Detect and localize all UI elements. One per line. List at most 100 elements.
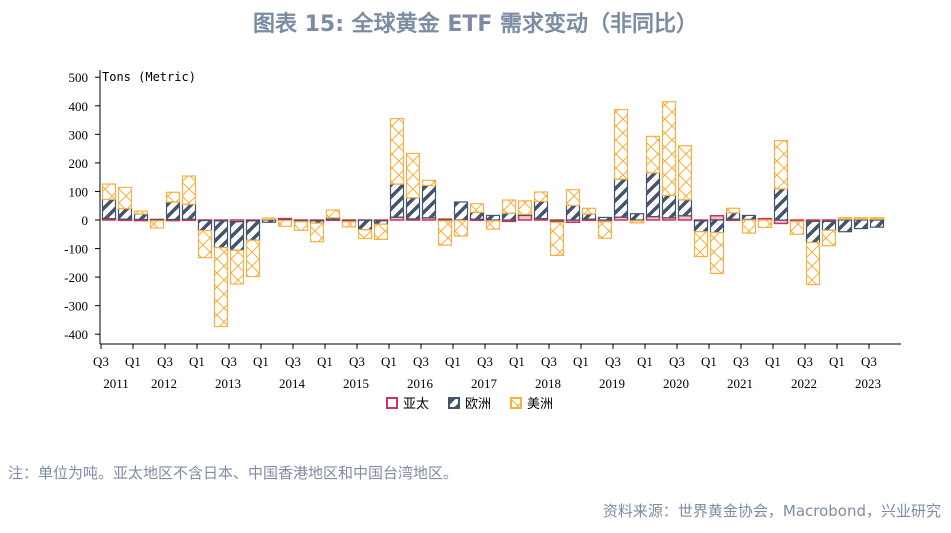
x-tick-label: Q1 — [765, 354, 781, 369]
europe-bar — [389, 183, 405, 218]
x-year-label: 2013 — [215, 376, 241, 391]
europe-bar — [485, 214, 501, 221]
americas-bar — [293, 221, 309, 231]
europe-bar — [661, 194, 677, 219]
europe-bar — [453, 201, 469, 221]
x-year-label: 2018 — [535, 376, 561, 391]
americas-bar — [325, 209, 341, 219]
x-year-label: 2019 — [599, 376, 625, 391]
europe-bar — [693, 220, 709, 233]
x-year-label: 2021 — [727, 376, 753, 391]
americas-bar — [821, 229, 837, 247]
americas-bar — [101, 183, 117, 201]
x-tick-label: Q3 — [733, 354, 749, 369]
americas-bar — [725, 207, 741, 214]
europe-bar — [405, 197, 421, 220]
legend-swatch-americas — [510, 397, 522, 409]
americas-bar — [645, 135, 661, 174]
americas-bar — [309, 222, 325, 243]
americas-bar — [549, 221, 565, 257]
y-tick-label: 200 — [69, 156, 89, 171]
americas-bar — [373, 223, 389, 241]
y-tick-label: 300 — [69, 127, 89, 142]
americas-bar — [501, 199, 517, 214]
x-tick-label: Q1 — [253, 354, 269, 369]
europe-bar — [677, 199, 693, 217]
americas-bar — [165, 191, 181, 203]
europe-bar — [245, 220, 261, 241]
europe-bar — [581, 213, 597, 220]
y-tick-label: 400 — [69, 99, 89, 114]
x-tick-label: Q1 — [509, 354, 525, 369]
americas-bar — [581, 207, 597, 215]
americas-bar — [245, 239, 261, 278]
europe-bar — [229, 221, 245, 251]
europe-bar — [565, 204, 581, 221]
x-tick-label: Q1 — [573, 354, 589, 369]
americas-bar — [597, 221, 613, 239]
legend-label: 亚太 — [403, 397, 429, 412]
y-tick-label: 100 — [69, 184, 89, 199]
legend-label: 欧洲 — [465, 397, 491, 412]
x-tick-label: Q1 — [637, 354, 653, 369]
x-year-label: 2015 — [343, 376, 369, 391]
chart-title: 图表 15: 全球黄金 ETF 需求变动（非同比） — [252, 12, 699, 37]
americas-bar — [805, 241, 821, 286]
x-year-label: 2023 — [855, 376, 881, 391]
x-year-label: 2022 — [791, 376, 817, 391]
americas-bar — [661, 101, 677, 197]
americas-bar — [741, 219, 757, 234]
europe-bar — [725, 212, 741, 220]
europe-bar — [101, 198, 117, 220]
x-year-label: 2012 — [151, 376, 177, 391]
europe-bar — [165, 201, 181, 221]
y-tick-label: -400 — [64, 327, 88, 342]
x-tick-label: Q1 — [189, 354, 205, 369]
x-tick-label: Q3 — [349, 354, 365, 369]
europe-bar — [533, 200, 549, 220]
americas-bar — [341, 221, 357, 228]
europe-bar — [421, 184, 437, 219]
americas-bar — [837, 217, 853, 220]
y-tick-label: -100 — [64, 242, 88, 257]
x-tick-label: Q1 — [829, 354, 845, 369]
europe-bar — [837, 219, 853, 233]
americas-bar — [869, 217, 885, 220]
legend-label: 美洲 — [527, 397, 553, 412]
legend-swatch-europe — [448, 397, 460, 409]
americas-bar — [357, 229, 373, 240]
asia-pacific-bar — [709, 214, 725, 221]
europe-bar — [197, 219, 213, 232]
americas-bar — [565, 189, 581, 207]
americas-bar — [853, 217, 869, 220]
y-tick-label: -300 — [64, 299, 88, 314]
americas-bar — [709, 231, 725, 274]
americas-bar — [389, 118, 405, 185]
europe-bar — [821, 220, 837, 231]
americas-bar — [437, 220, 453, 246]
europe-bar — [773, 188, 789, 221]
americas-bar — [229, 249, 245, 285]
americas-bar — [757, 219, 773, 229]
x-tick-label: Q3 — [157, 354, 173, 369]
europe-bar — [597, 216, 613, 221]
americas-bar — [789, 220, 805, 235]
x-tick-label: Q3 — [669, 354, 685, 369]
source-note: 资料来源：世界黄金协会，Macrobond，兴业研究 — [602, 502, 941, 520]
y-tick-label: -200 — [64, 270, 88, 285]
americas-bar — [405, 152, 421, 199]
americas-bar — [149, 220, 165, 229]
y-axis-unit-label: Tons (Metric) — [102, 70, 196, 84]
y-tick-label: 0 — [82, 213, 89, 228]
x-year-label: 2014 — [279, 376, 306, 391]
europe-bar — [629, 213, 645, 221]
europe-bar — [357, 219, 373, 231]
americas-bar — [629, 220, 645, 224]
americas-bar — [453, 219, 469, 237]
x-tick-label: Q3 — [413, 354, 429, 369]
x-tick-label: Q3 — [285, 354, 301, 369]
x-tick-label: Q3 — [541, 354, 557, 369]
europe-bar — [613, 178, 629, 218]
americas-bar — [533, 191, 549, 203]
x-tick-label: Q3 — [221, 354, 237, 369]
